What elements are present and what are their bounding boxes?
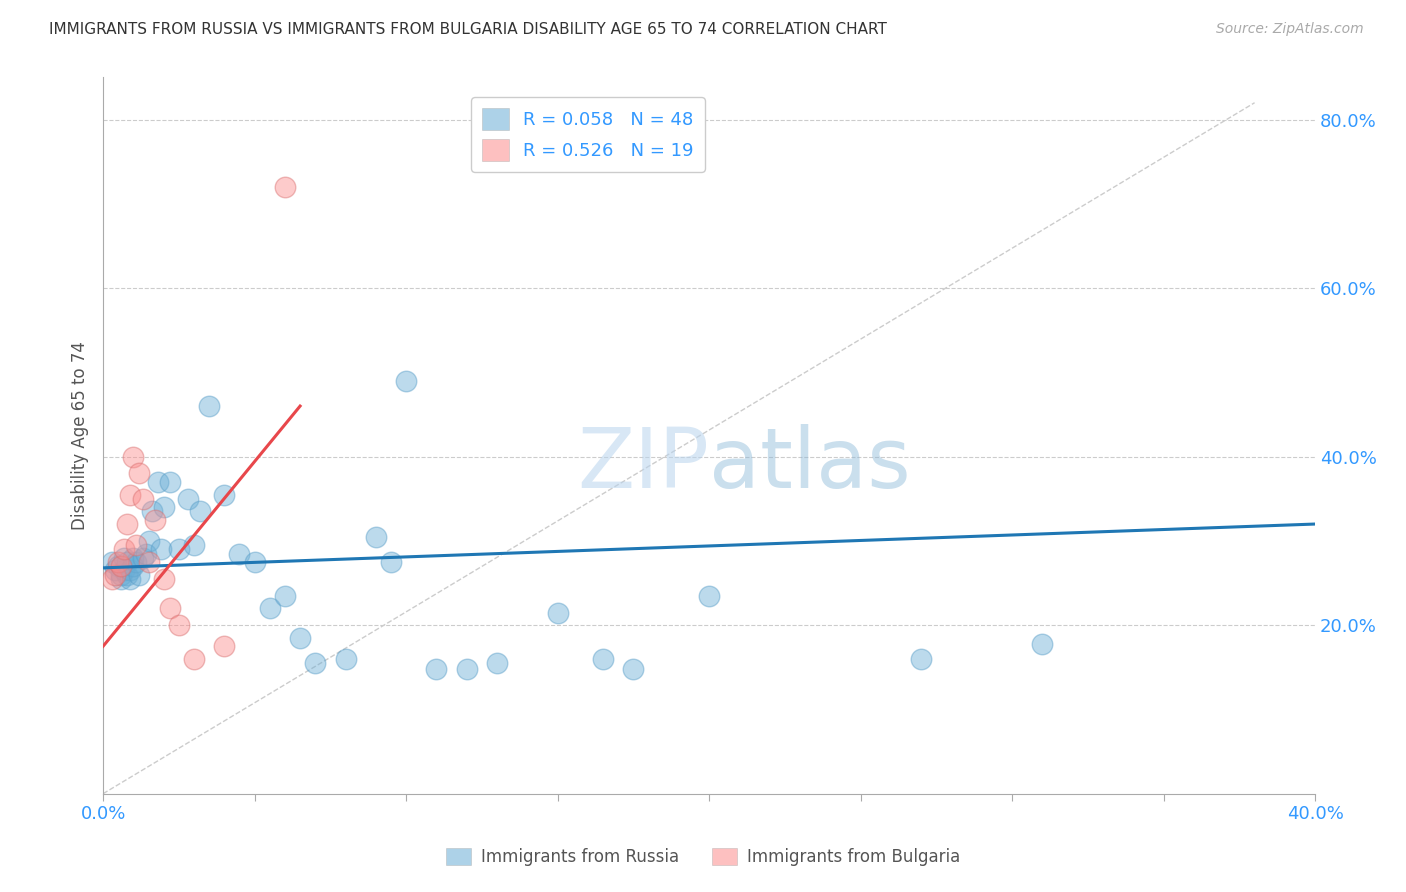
Point: [214, 639, 236, 653]
Text: atlas: atlas: [709, 424, 911, 505]
Legend: R = 0.058   N = 48, R = 0.526   N = 19: R = 0.058 N = 48, R = 0.526 N = 19: [471, 97, 704, 172]
Point: [243, 555, 266, 569]
Point: [159, 601, 181, 615]
Point: [117, 567, 139, 582]
Point: [274, 589, 297, 603]
Point: [364, 530, 387, 544]
Point: [288, 631, 311, 645]
Point: [120, 563, 142, 577]
Point: [1031, 637, 1053, 651]
Point: [198, 399, 221, 413]
Point: [138, 555, 160, 569]
Point: [167, 542, 190, 557]
Text: IMMIGRANTS FROM RUSSIA VS IMMIGRANTS FROM BULGARIA DISABILITY AGE 65 TO 74 CORRE: IMMIGRANTS FROM RUSSIA VS IMMIGRANTS FRO…: [49, 22, 887, 37]
Point: [149, 542, 172, 557]
Point: [107, 555, 129, 569]
Point: [697, 589, 720, 603]
Point: [547, 606, 569, 620]
Point: [380, 555, 402, 569]
Point: [104, 563, 127, 577]
Point: [159, 475, 181, 489]
Point: [167, 618, 190, 632]
Point: [125, 555, 148, 569]
Point: [107, 559, 129, 574]
Point: [128, 567, 150, 582]
Point: [152, 500, 174, 515]
Point: [120, 572, 142, 586]
Point: [152, 572, 174, 586]
Point: [122, 559, 145, 574]
Point: [112, 563, 135, 577]
Point: [910, 652, 932, 666]
Point: [101, 572, 124, 586]
Point: [425, 662, 447, 676]
Point: [135, 547, 157, 561]
Point: [101, 555, 124, 569]
Point: [125, 538, 148, 552]
Point: [120, 487, 142, 501]
Point: [146, 475, 169, 489]
Point: [456, 662, 478, 676]
Point: [117, 555, 139, 569]
Point: [177, 491, 200, 506]
Point: [304, 656, 326, 670]
Text: Source: ZipAtlas.com: Source: ZipAtlas.com: [1216, 22, 1364, 37]
Point: [110, 567, 132, 582]
Point: [335, 652, 357, 666]
Point: [122, 550, 145, 565]
Point: [274, 180, 297, 194]
Point: [228, 547, 250, 561]
Point: [395, 374, 418, 388]
Point: [112, 550, 135, 565]
Legend: Immigrants from Russia, Immigrants from Bulgaria: Immigrants from Russia, Immigrants from …: [439, 841, 967, 873]
Y-axis label: Disability Age 65 to 74: Disability Age 65 to 74: [72, 341, 89, 530]
Point: [141, 504, 163, 518]
Point: [623, 662, 645, 676]
Point: [117, 516, 139, 531]
Point: [138, 533, 160, 548]
Point: [128, 467, 150, 481]
Point: [143, 513, 166, 527]
Point: [110, 572, 132, 586]
Point: [188, 504, 211, 518]
Point: [214, 487, 236, 501]
Text: ZIP: ZIP: [578, 424, 709, 505]
Point: [259, 601, 281, 615]
Point: [486, 656, 509, 670]
Point: [110, 559, 132, 574]
Point: [131, 491, 153, 506]
Point: [112, 542, 135, 557]
Point: [183, 652, 205, 666]
Point: [122, 450, 145, 464]
Point: [131, 550, 153, 565]
Point: [104, 567, 127, 582]
Point: [183, 538, 205, 552]
Point: [592, 652, 614, 666]
